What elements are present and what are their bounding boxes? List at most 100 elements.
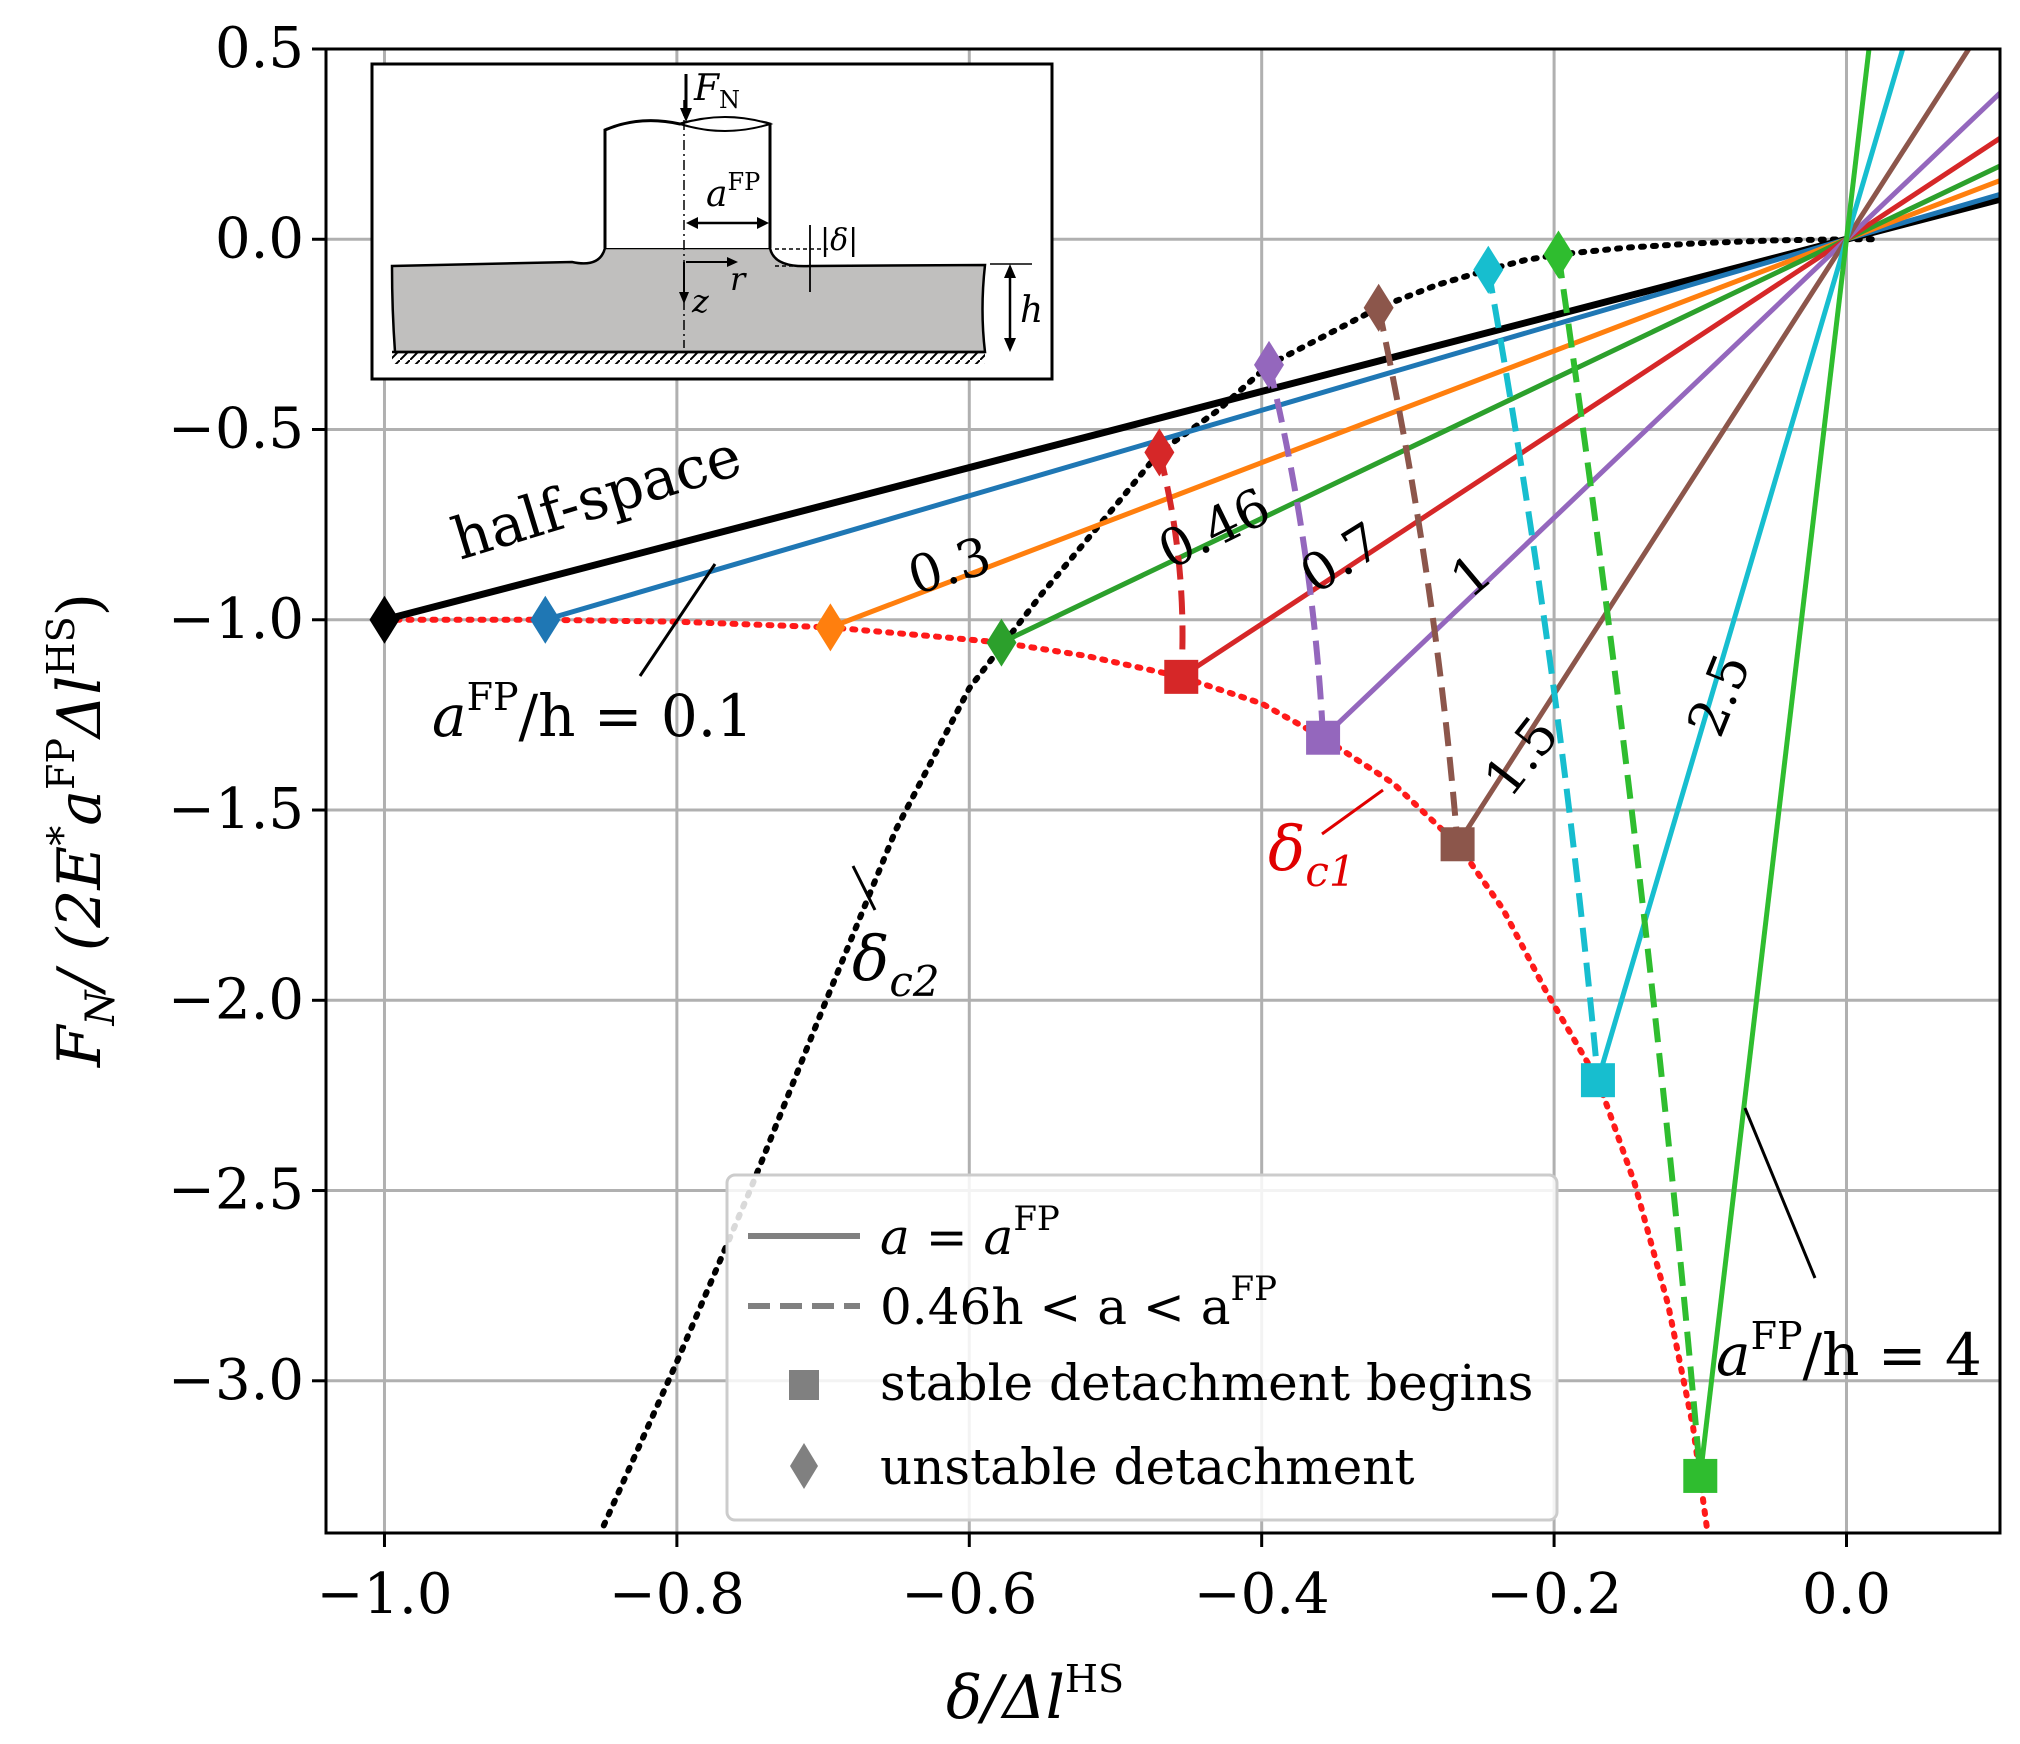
legend-label-dashed-sup: FP — [1231, 1269, 1277, 1309]
x-axis-label-sup: HS — [1065, 1657, 1124, 1701]
x-tick-label: −0.2 — [1486, 1562, 1622, 1627]
dc1-sub: c1 — [1305, 847, 1355, 896]
pointer-4 — [1743, 1107, 1817, 1279]
unstable-marker-1.5 — [1363, 283, 1394, 332]
stable-marker-4 — [1683, 1458, 1718, 1493]
x-tick-label: −0.6 — [901, 1562, 1037, 1627]
y-label-close: ) — [45, 593, 115, 616]
inset-a-head-right — [757, 217, 769, 229]
inset-h-label: h — [1020, 290, 1043, 331]
y-tick-label: −3.0 — [168, 1348, 304, 1413]
stable-marker-2.5 — [1580, 1063, 1615, 1098]
stable-marker-1 — [1306, 720, 1341, 755]
y-tick-label: −2.0 — [168, 967, 304, 1032]
stable-marker-1.5 — [1440, 827, 1475, 862]
label-01-a: a — [432, 682, 467, 750]
y-label-dl: Δl — [45, 676, 115, 741]
x-tick-label: −0.4 — [1194, 1562, 1330, 1627]
inset-fn-sub: N — [719, 86, 740, 114]
inset-h-head-top — [1004, 264, 1016, 278]
y-tick-label: 0.0 — [215, 206, 304, 271]
y-tick-label: −2.5 — [168, 1158, 304, 1223]
series-line-0.3 — [829, 178, 2000, 630]
y-tick-label: −1.0 — [168, 587, 304, 652]
y-label-a: a — [45, 790, 115, 826]
x-axis-label-main: δ/Δl — [946, 1663, 1065, 1733]
inset-fn-main: F — [693, 68, 721, 109]
series-line-0.1 — [544, 191, 2000, 623]
inset-substrate — [390, 246, 987, 354]
delta-c2-curve — [600, 236, 1879, 1529]
series-line-2.5 — [1595, 49, 1906, 1081]
inset-z-head — [679, 292, 689, 304]
legend-box — [725, 1173, 1559, 1522]
inset-h-head-bot — [1004, 338, 1016, 352]
series-dashed-1 — [1266, 364, 1327, 738]
data-markers — [369, 230, 1718, 1493]
unstable-marker-0.7 — [1144, 428, 1175, 477]
label-delta-c2: δc2 — [852, 922, 940, 1006]
inset-fn-label: FN — [693, 68, 740, 114]
y-label-sup-hs: HS — [39, 616, 83, 675]
unstable-marker-1 — [1253, 340, 1284, 389]
series-line-4 — [1697, 49, 1872, 1477]
inset-z-label: z — [691, 282, 710, 320]
legend-label-solid-main: a = a — [880, 1208, 1013, 1266]
unstable-marker-0.1 — [530, 595, 561, 644]
series-dashed-2.5 — [1485, 269, 1601, 1081]
y-label-f: F — [45, 1023, 115, 1068]
x-tick-label: 0.0 — [1802, 1562, 1891, 1627]
inset-a-label: aFP — [706, 168, 760, 215]
inset-delta-label: |δ| — [820, 223, 858, 258]
y-label-mid: / (2E — [45, 846, 115, 996]
pointer-01 — [638, 563, 717, 677]
label-01-rest: /h = 0.1 — [519, 682, 754, 750]
legend-label-solid-sup: FP — [1013, 1199, 1059, 1239]
label-delta-c1: δc1 — [1268, 812, 1356, 896]
y-label-sub: N — [78, 988, 124, 1026]
series-dashed-1.5 — [1375, 307, 1461, 845]
legend-label-square: stable detachment begins — [880, 1354, 1533, 1412]
inset-r-label: r — [730, 260, 747, 298]
inset-a-head-left — [686, 217, 698, 229]
y-axis-label: FN/ (2E*aFPΔlHS) — [39, 593, 124, 1068]
unstable-marker-half-space — [369, 595, 400, 644]
label-4-sup: FP — [1751, 1314, 1803, 1358]
legend-label-solid: a = aFP — [880, 1199, 1060, 1266]
x-tick-label: −1.0 — [316, 1562, 452, 1627]
series-line-1.5 — [1455, 49, 1972, 846]
series-line-half-space — [383, 195, 2000, 624]
dc2-sub: c2 — [889, 957, 939, 1006]
label-01-sup: FP — [467, 675, 519, 719]
x-tick-label: −0.8 — [609, 1562, 745, 1627]
unstable-marker-0.46 — [986, 618, 1017, 667]
label-aFP-h-01: aFP/h = 0.1 — [432, 675, 753, 750]
data-series — [381, 49, 2000, 1533]
inset-indenter — [676, 116, 774, 132]
label-4-a: a — [1716, 1321, 1751, 1389]
legend-label-diamond: unstable detachment — [880, 1438, 1414, 1496]
y-tick-label: 0.5 — [215, 16, 304, 81]
series-dashed-0.7 — [1156, 451, 1186, 678]
plot-frame — [324, 47, 2002, 1535]
inset-schematic: FN aFP |δ| r z h — [370, 62, 1054, 381]
pointer-dc1 — [1321, 788, 1384, 836]
inset-r-head — [727, 257, 738, 267]
y-tick-label: −0.5 — [168, 397, 304, 462]
unstable-marker-0.3 — [815, 603, 846, 652]
legend-label-dashed-main: 0.46h < a < a — [880, 1278, 1231, 1336]
inset-hatch — [392, 352, 985, 364]
dc2-main: δ — [852, 922, 889, 995]
label-4-rest: /h = 4 — [1803, 1321, 1982, 1389]
legend-diamond-marker — [790, 1443, 818, 1489]
series-dashed-4 — [1555, 254, 1704, 1477]
legend-square-marker — [789, 1370, 819, 1400]
axis-ticks: −1.0 −0.8 −0.6 −0.4 −0.2 0.0 0.5 0.0 −0.5 −1.0 −1.… — [168, 16, 1891, 1627]
legend: a = aFP 0.46h < a < aFP stable detachmen… — [725, 1173, 1559, 1522]
inset-force-arrowhead — [680, 108, 692, 122]
stable-marker-0.7 — [1164, 659, 1199, 694]
inset-a-main: a — [706, 174, 727, 215]
unstable-marker-4 — [1543, 230, 1574, 279]
dc1-main: δ — [1268, 812, 1305, 885]
